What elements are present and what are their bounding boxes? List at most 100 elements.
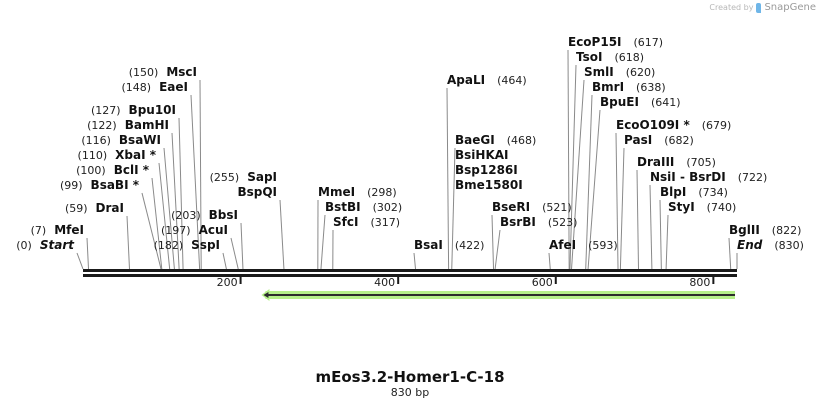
site-name: BsaBI *: [91, 178, 140, 192]
site-eaei[interactable]: EaeI (148): [122, 80, 189, 94]
site-blpi[interactable]: BlpI (734): [660, 185, 728, 199]
site-start[interactable]: Start (0): [16, 238, 75, 252]
site-name: MscI: [166, 65, 197, 79]
site-cut-line: [240, 222, 244, 270]
site-position: (679): [702, 119, 732, 132]
site-bbsi[interactable]: BbsI (203): [171, 208, 238, 222]
site-cut-line: [151, 177, 163, 270]
site-bsihkai[interactable]: BsiHKAI: [455, 148, 509, 162]
site-position: (99): [60, 179, 83, 192]
site-bspqi[interactable]: BspQI: [237, 185, 277, 199]
site-cut-line: [636, 169, 640, 270]
site-position: (593): [588, 239, 618, 252]
site-name: BglII: [729, 223, 760, 237]
site-baegi[interactable]: BaeGI (468): [455, 133, 536, 147]
site-ecoo109i[interactable]: EcoO109I * (679): [616, 118, 731, 132]
site-position: (302): [373, 201, 403, 214]
site-position: (638): [636, 81, 666, 94]
site-name: EcoO109I *: [616, 118, 690, 132]
site-end[interactable]: End (830): [737, 238, 804, 252]
site-draiii[interactable]: DraIII (705): [637, 155, 716, 169]
site-sspi[interactable]: SspI (182): [154, 238, 220, 252]
site-name: MmeI: [318, 185, 355, 199]
site-cut-line: [649, 184, 653, 270]
site-sapi[interactable]: SapI (255): [210, 170, 277, 184]
site-bcli[interactable]: BclI * (100): [76, 163, 150, 177]
site-position: (203): [171, 209, 201, 222]
site-name: Start: [40, 238, 75, 252]
site-cut-line: [587, 109, 601, 270]
credit-prefix: Created by: [709, 3, 754, 12]
site-cut-line: [571, 79, 585, 270]
site-cut-line: [163, 147, 175, 270]
site-position: (722): [738, 171, 768, 184]
site-name: SmlI: [584, 65, 614, 79]
site-cut-line: [728, 237, 732, 270]
site-position: (100): [76, 164, 106, 177]
site-name: DraIII: [637, 155, 674, 169]
site-bsai[interactable]: BsaI (422): [414, 238, 484, 252]
site-sfci[interactable]: SfcI (317): [333, 215, 400, 229]
site-smli[interactable]: SmlI (620): [584, 65, 655, 79]
site-position: (618): [614, 51, 644, 64]
site-name: BaeGI: [455, 133, 495, 147]
site-position: (197): [161, 224, 191, 237]
site-tsoi[interactable]: TsoI (618): [576, 50, 644, 64]
site-ecop15i[interactable]: EcoP15I (617): [568, 35, 663, 49]
site-acui[interactable]: AcuI (197): [161, 223, 228, 237]
site-bsrbi[interactable]: BsrBI (523): [500, 215, 577, 229]
site-bpu10i[interactable]: Bpu10I (127): [91, 103, 176, 117]
site-bmri[interactable]: BmrI (638): [592, 80, 666, 94]
site-cut-line: [222, 252, 227, 270]
site-name: EaeI: [159, 80, 188, 94]
site-name: BspQI: [237, 185, 277, 199]
site-position: (150): [129, 66, 159, 79]
site-position: (468): [507, 134, 537, 147]
site-cut-line: [158, 162, 171, 270]
ruler-tick: [554, 277, 557, 284]
site-position: (317): [370, 216, 400, 229]
site-position: (682): [664, 134, 694, 147]
site-drai[interactable]: DraI (59): [65, 201, 124, 215]
site-mmei[interactable]: MmeI (298): [318, 185, 397, 199]
site-cut-line: [230, 237, 239, 270]
site-styi[interactable]: StyI (740): [668, 200, 736, 214]
site-bme1580i[interactable]: Bme1580I: [455, 178, 523, 192]
site-apali[interactable]: ApaLI (464): [447, 73, 527, 87]
site-bglii[interactable]: BglII (822): [729, 223, 801, 237]
site-cut-line: [585, 94, 593, 270]
site-bstbi[interactable]: BstBI (302): [325, 200, 402, 214]
site-position: (148): [122, 81, 152, 94]
site-nsii-bsrdi[interactable]: NsiI - BsrDI (722): [650, 170, 767, 184]
site-bamhi[interactable]: BamHI (122): [87, 118, 169, 132]
site-name: StyI: [668, 200, 695, 214]
site-position: (182): [154, 239, 184, 252]
site-bsp1286i[interactable]: Bsp1286I: [455, 163, 518, 177]
site-name: BbsI: [209, 208, 238, 222]
site-msci[interactable]: MscI (150): [129, 65, 197, 79]
site-name: AcuI: [199, 223, 228, 237]
site-bpuei[interactable]: BpuEI (641): [600, 95, 681, 109]
site-name: ApaLI: [447, 73, 485, 87]
site-bsawi[interactable]: BsaWI (116): [81, 133, 161, 147]
site-bsabi[interactable]: BsaBI * (99): [60, 178, 140, 192]
site-cut-line: [86, 237, 90, 270]
site-afei[interactable]: AfeI (593): [549, 238, 618, 252]
site-lines: [76, 49, 738, 270]
site-bseri[interactable]: BseRI (521): [492, 200, 572, 214]
site-name: TsoI: [576, 50, 602, 64]
sequence-length: 830 bp: [390, 386, 430, 399]
site-mfei[interactable]: MfeI (7): [31, 223, 84, 237]
ruler-tick: [239, 277, 242, 284]
site-cut-line: [665, 214, 669, 270]
site-cut-line: [171, 132, 180, 270]
feature-arrow-tip: [263, 292, 269, 298]
site-position: (822): [772, 224, 802, 237]
site-cut-line: [320, 214, 326, 270]
site-xbai[interactable]: XbaI * (110): [78, 148, 157, 162]
site-name: DraI: [96, 201, 124, 215]
site-pasi[interactable]: PasI (682): [624, 133, 694, 147]
site-cut-line: [141, 192, 162, 270]
site-name: End: [737, 238, 763, 252]
orf-feature-arrow[interactable]: [261, 289, 735, 301]
